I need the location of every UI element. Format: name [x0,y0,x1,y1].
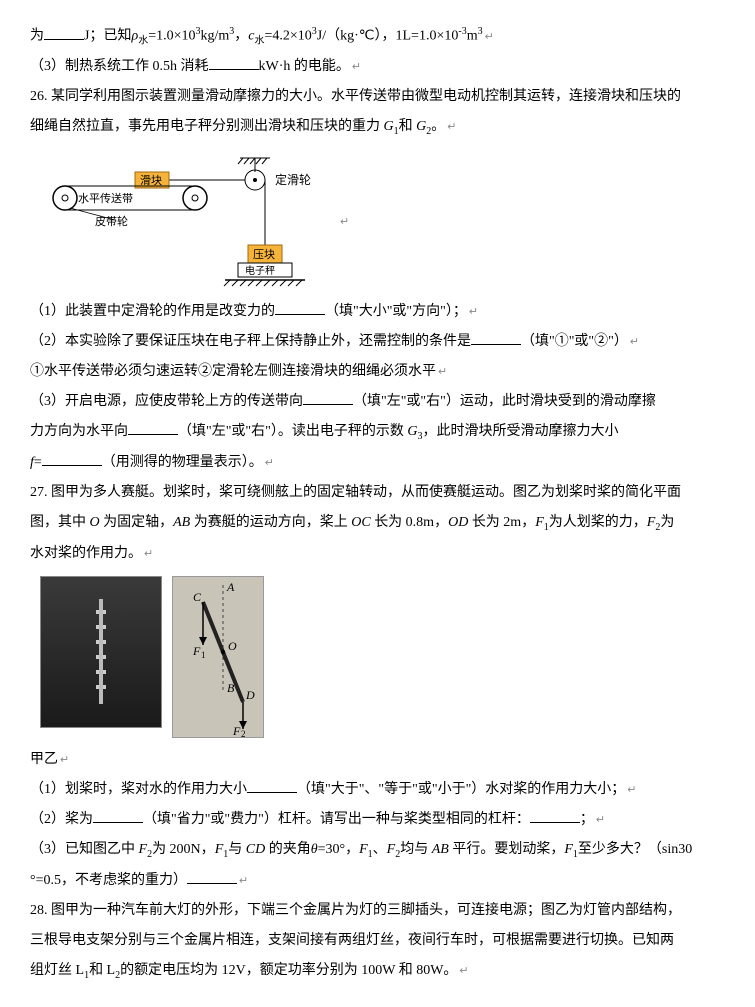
q28-line2: 三根导电支架分别与三个金属片相连，支架间接有两组灯丝，夜间行车时，可根据需要进行… [30,927,725,955]
blank [275,300,325,315]
label-block: 压块 [253,248,275,261]
diagram-belt-pulley: 定滑轮 滑块 水平传送带 皮带轮 压块 电子秤 ↵ [40,150,725,290]
line-prev-2: （3）制热系统工作 0.5h 消耗kW·h 的电能。↵ [30,53,725,81]
q27-sub2: （2）桨为（填"省力"或"费力"）杠杆。请写出一种与桨类型相同的杠杆：；↵ [30,806,725,834]
label-belt: 水平传送带 [78,191,133,205]
blank [128,420,178,435]
q27-line3: 水对桨的作用力。↵ [30,540,725,568]
blank [247,778,297,793]
svg-text:2: 2 [241,729,246,737]
svg-text:A: A [226,580,235,594]
blank [93,808,143,823]
blank [42,451,102,466]
label-slider: 滑块 [140,174,162,187]
q26-sub2: （2）本实验除了要保证压块在电子秤上保持静止外，还需控制的条件是（填"①"或"②… [30,328,725,356]
photo-jia [40,576,162,728]
svg-text:C: C [193,590,202,604]
photo-yi: A B C O D F1 F2 [172,576,264,738]
q27-sub1: （1）划桨时，桨对水的作用力大小（填"大于"、"等于"或"小于"）水对桨的作用力… [30,776,725,804]
q26-line2: 细绳自然拉直，事先用电子秤分别测出滑块和压块的重力 G1和 G2。↵ [30,113,725,142]
q28-line1: 28. 图甲为一种汽车前大灯的外形，下端三个金属片为灯的三脚插头，可连接电源；图… [30,897,725,925]
svg-text:↵: ↵ [340,216,349,228]
blank [44,25,84,40]
blank [530,808,580,823]
q26-sub2b: ①水平传送带必须匀速运转②定滑轮左侧连接滑块的细绳必须水平↵ [30,358,725,386]
blank [187,869,237,884]
label-scale: 电子秤 [245,264,275,277]
blank [209,55,259,70]
q26-line1: 26. 某同学利用图示装置测量滑动摩擦力的大小。水平传送带由微型电动机控制其运转… [30,83,725,111]
blank [303,390,353,405]
q26-sub1: （1）此装置中定滑轮的作用是改变力的（填"大小"或"方向"）；↵ [30,298,725,326]
jia-yi-label: 甲乙↵ [30,746,725,774]
svg-text:F: F [192,644,201,658]
q27-line2: 图，其中 O 为固定轴，AB 为赛艇的运动方向，桨上 OC 长为 0.8m，OD… [30,509,725,538]
q27-sub3a: （3）已知图乙中 F2为 200N，F1与 CD 的夹角θ=30°，F1、F2均… [30,836,725,865]
q27-figures: A B C O D F1 F2 [40,576,725,738]
return-mark: ↵ [485,31,494,43]
q26-sub3c: f=（用测得的物理量表示）。↵ [30,449,725,477]
q27-sub3b: °=0.5，不考虑桨的重力）↵ [30,867,725,895]
svg-text:D: D [245,688,255,702]
svg-text:1: 1 [201,650,206,660]
svg-text:O: O [228,639,237,653]
blank [471,330,521,345]
q26-sub3a: （3）开启电源，应使皮带轮上方的传送带向（填"左"或"右"）运动，此时滑块受到的… [30,388,725,416]
line-prev-1: 为J；已知ρ水=1.0×103kg/m3，c水=4.2×103J/（kg·℃），… [30,22,725,51]
label-pulley: 定滑轮 [275,172,311,187]
q27-line1: 27. 图甲为多人赛艇。划桨时，桨可绕侧舷上的固定轴转动，从而使赛艇运动。图乙为… [30,479,725,507]
q26-sub3b: 力方向为水平向（填"左"或"右"）。读出电子秤的示数 G3，此时滑块所受滑动摩擦… [30,418,725,447]
q28-line3: 组灯丝 L1和 L2的额定电压均为 12V，额定功率分别为 100W 和 80W… [30,957,725,986]
svg-text:F: F [232,724,241,737]
